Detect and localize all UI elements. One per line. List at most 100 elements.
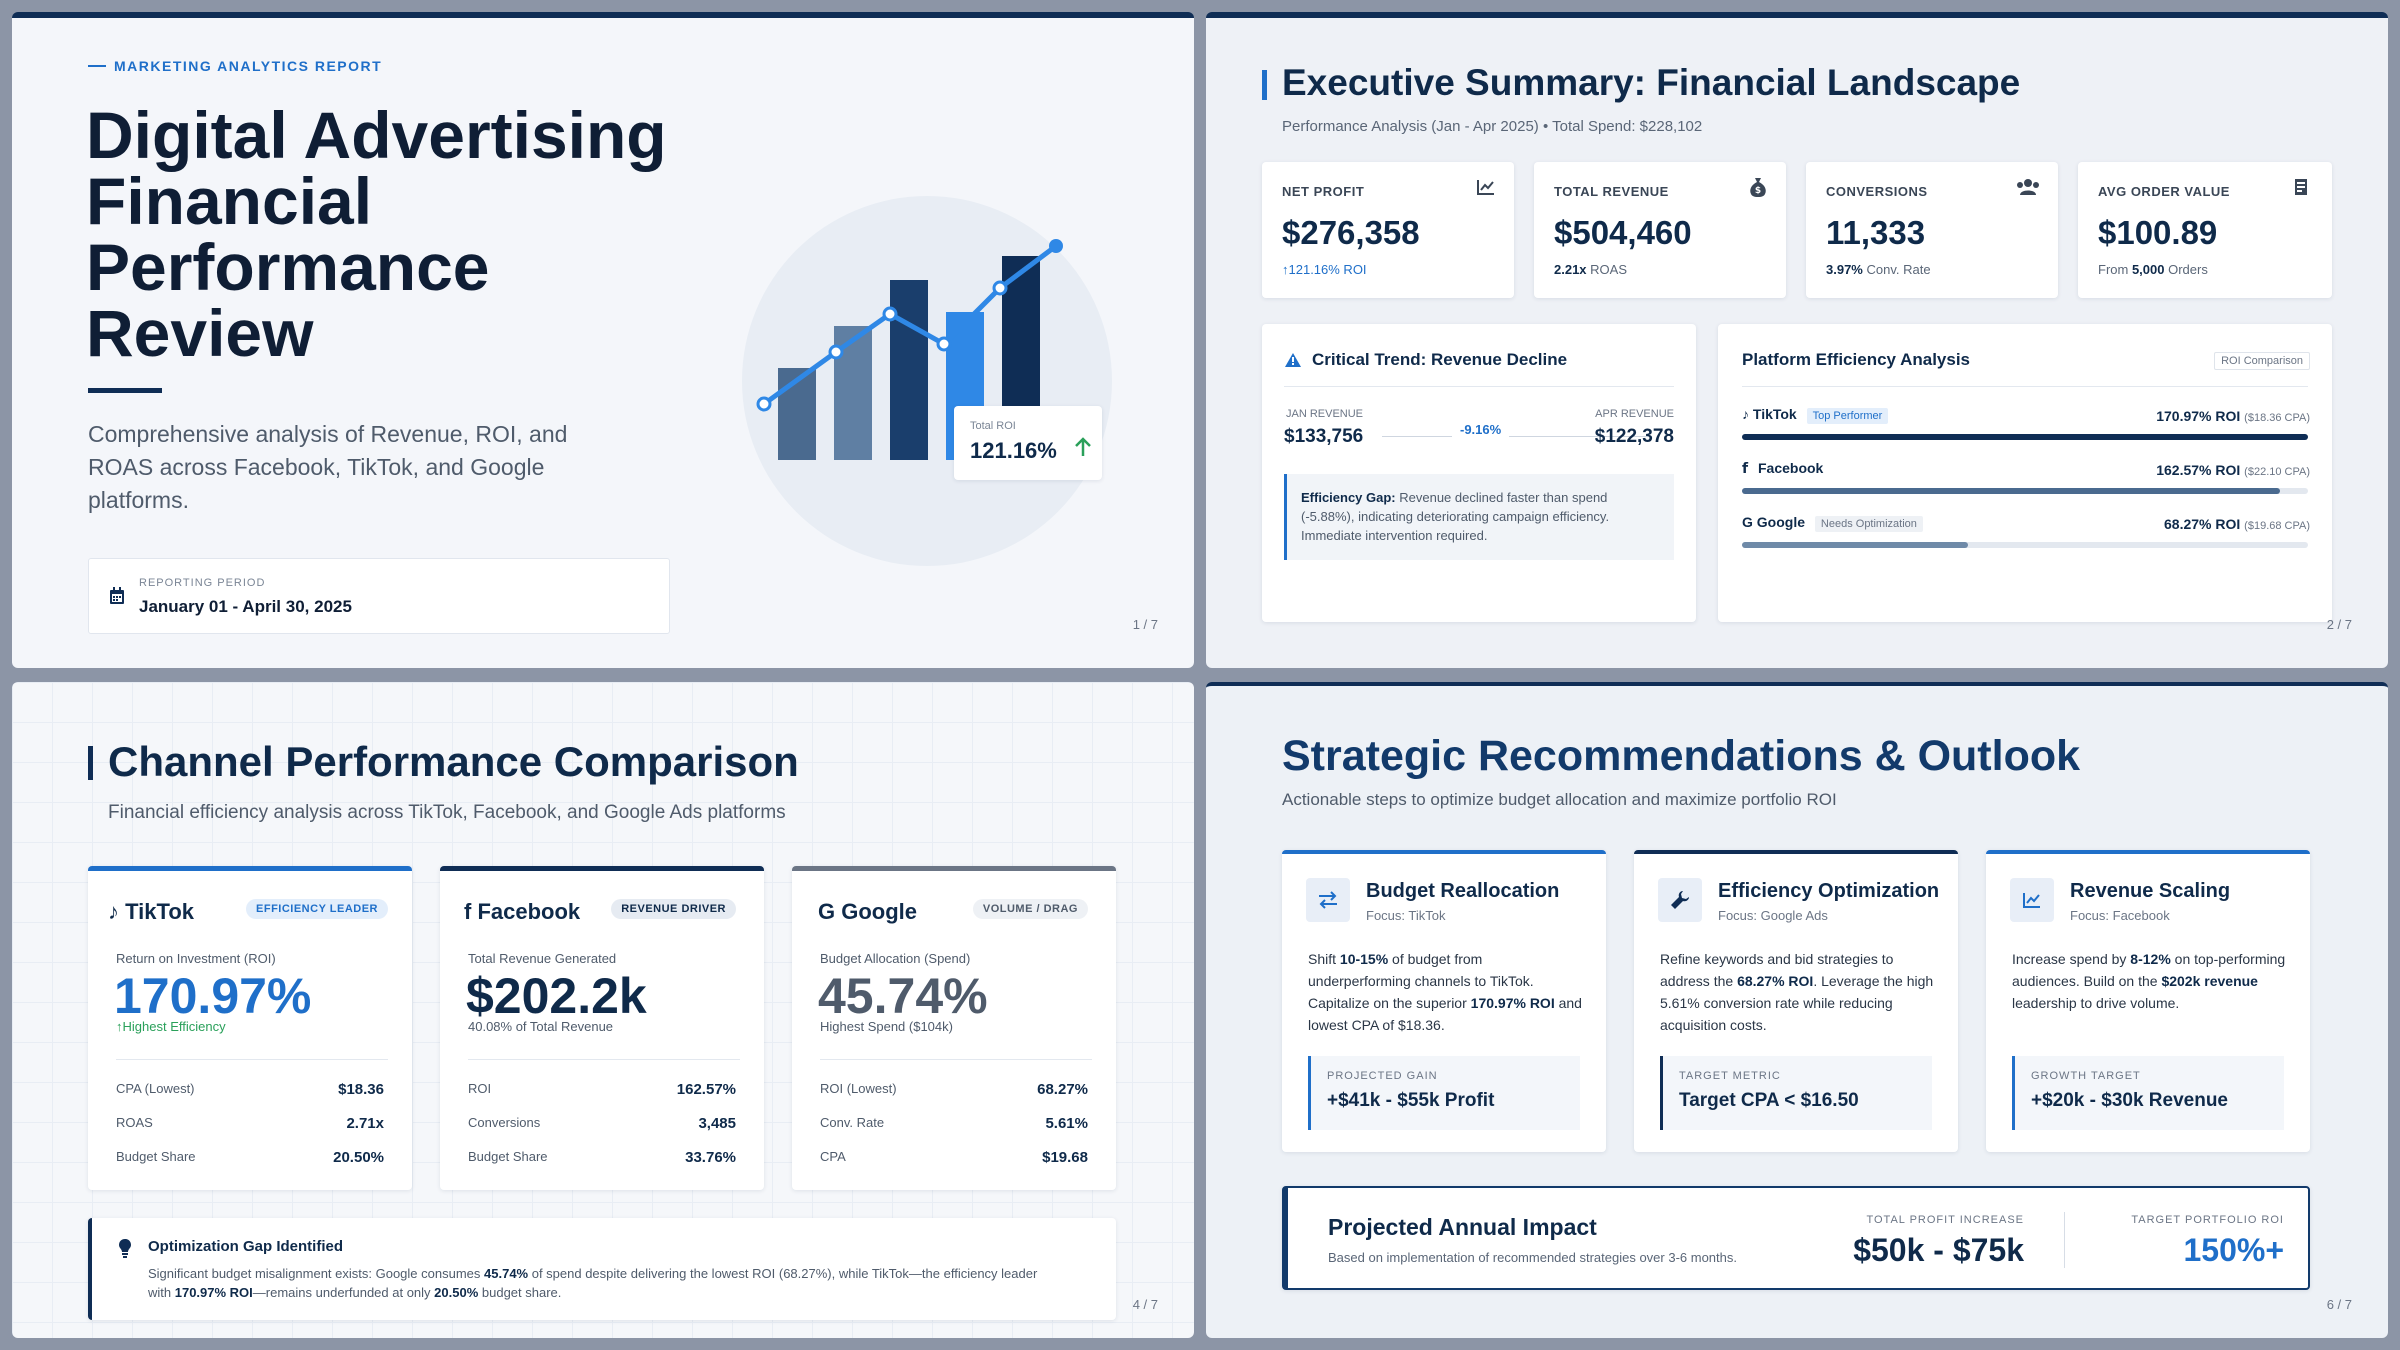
rec-text-strong: 8-12%: [2130, 951, 2171, 967]
stat-value: 20.50%: [333, 1149, 384, 1166]
kpi-sub-prefix: From: [2098, 262, 2132, 277]
metric-label: PROJECTED GAIN: [1327, 1070, 1438, 1082]
arrow-up-icon: ↑: [116, 1019, 123, 1034]
wrench-icon: [1658, 878, 1702, 922]
gap-text-part: Significant budget misalignment exists: …: [148, 1266, 485, 1281]
slide-subtitle: Actionable steps to optimize budget allo…: [1282, 790, 1837, 809]
profit-label: TOTAL PROFIT INCREASE: [1866, 1214, 2024, 1226]
trend-change: -9.16%: [1452, 422, 1510, 437]
platform-roi: 68.27% ROI ($19.68 CPA): [2164, 516, 2310, 532]
page-number: 6 / 7: [2326, 1297, 2352, 1312]
title-accent-bar: [1262, 70, 1267, 100]
target-roi-label: TARGET PORTFOLIO ROI: [2131, 1214, 2284, 1226]
kpi-card-net-profit: NET PROFIT $276,358 ↑121.16% ROI: [1262, 162, 1514, 298]
gap-text-part: with: [148, 1285, 175, 1300]
rec-title: Revenue Scaling: [2070, 880, 2231, 902]
roi-value: 162.57% ROI: [2156, 462, 2241, 478]
title-line: Financial: [86, 164, 373, 238]
kpi-card-conversions: CONVERSIONS 11,333 3.97% Conv. Rate: [1806, 162, 2058, 298]
metric-label: Budget Allocation (Spend): [820, 951, 971, 966]
kpi-label: NET PROFIT: [1282, 184, 1365, 199]
roi-value: 68.27% ROI: [2164, 516, 2241, 532]
title-line: Digital Advertising: [86, 98, 667, 172]
slide-title: Strategic Recommendations & Outlook: [1282, 732, 2081, 780]
revenue-driver-badge: REVENUE DRIVER: [611, 899, 736, 919]
report-description: Comprehensive analysis of Revenue, ROI, …: [88, 418, 648, 517]
channel-name: f Facebook: [464, 899, 580, 925]
kpi-value: $100.89: [2098, 214, 2218, 251]
roi-bar-fill: [1742, 488, 2280, 494]
gap-text-part: —remains underfunded at only: [252, 1285, 435, 1300]
channel-card-facebook: f Facebook REVENUE DRIVER Total Revenue …: [440, 866, 764, 1190]
kpi-sub: 3.97% Conv. Rate: [1826, 262, 1931, 277]
metric-label: GROWTH TARGET: [2031, 1070, 2141, 1082]
users-icon: [2017, 179, 2039, 195]
divider: [468, 1059, 740, 1060]
stat-label: CPA (Lowest): [116, 1081, 195, 1096]
kpi-value: $504,460: [1554, 214, 1692, 251]
gap-line: with 170.97% ROI—remains underfunded at …: [148, 1283, 1108, 1302]
swap-icon-svg: [1319, 891, 1337, 909]
kpi-card-avg-order-value: AVG ORDER VALUE $100.89 From 5,000 Order…: [2078, 162, 2332, 298]
rec-text: Increase spend by: [2012, 951, 2131, 967]
kpi-sub-value: 5,000: [2131, 262, 2165, 277]
total-roi-card: Total ROI 121.16%: [954, 406, 1102, 480]
metric-sub: Highest Spend ($104k): [820, 1019, 953, 1034]
growth-chart-illustration: [756, 239, 1063, 460]
rec-title: Efficiency Optimization: [1718, 880, 1940, 902]
profit-value: $50k - $75k: [1853, 1232, 2024, 1268]
channel-name-label: Google: [841, 899, 918, 924]
divider: [820, 1059, 1092, 1060]
kpi-label: TOTAL REVENUE: [1554, 184, 1669, 199]
metric-label: Return on Investment (ROI): [116, 951, 276, 966]
receipt-icon: [2295, 179, 2307, 195]
metric-value: $202.2k: [466, 968, 647, 1024]
page-number: 4 / 7: [1132, 1297, 1158, 1312]
stat-value: 5.61%: [1045, 1115, 1088, 1132]
google-icon: G: [1742, 514, 1753, 530]
stat-label: Budget Share: [468, 1149, 548, 1164]
kpi-sub-unit: Conv. Rate: [1862, 262, 1931, 277]
svg-text:$: $: [1755, 186, 1761, 196]
rec-text-strong: $202k revenue: [2161, 973, 2258, 989]
kpi-sub-unit: Orders: [2164, 262, 2208, 277]
rec-text: . Leverage the high 5.61% conversion rat…: [1660, 973, 1934, 1033]
stat-value: 3,485: [698, 1115, 736, 1132]
warning-icon: [1285, 353, 1301, 367]
tiktok-icon: ♪: [108, 899, 119, 924]
rec-text: of budget from underperforming channels …: [1308, 951, 1534, 1011]
rec-body: Shift 10-15% of budget from underperform…: [1308, 948, 1586, 1036]
gap-line: Significant budget misalignment exists: …: [148, 1264, 1108, 1283]
platform-name: TikTok: [1752, 406, 1797, 422]
platform-name: Google: [1756, 514, 1806, 530]
gap-text-part: budget share.: [478, 1285, 562, 1300]
roi-bar-track: [1742, 434, 2308, 440]
jan-value: $133,756: [1284, 426, 1364, 447]
efficiency-leader-badge: EFFICIENCY LEADER: [246, 899, 388, 919]
stat-value: 162.57%: [676, 1081, 736, 1098]
channel-name-label: TikTok: [125, 899, 194, 924]
roi-bar-fill: [1742, 434, 2308, 440]
metric-sub-text: Highest Efficiency: [122, 1019, 226, 1034]
rec-text-strong: 68.27% ROI: [1737, 973, 1814, 989]
gap-text-strong: 45.74%: [484, 1266, 529, 1281]
slide-recommendations: Strategic Recommendations & Outlook Acti…: [1206, 682, 2388, 1338]
growth-target-box: GROWTH TARGET +$20k - $30k Revenue: [2012, 1056, 2284, 1130]
kpi-sub-unit: ROAS: [1586, 262, 1628, 277]
divider: [2064, 1212, 2065, 1268]
rec-body: Refine keywords and bid strategies to ad…: [1660, 948, 1938, 1036]
roi-comparison-tag: ROI Comparison: [2214, 352, 2310, 370]
gap-text-part: of spend despite delivering the lowest R…: [528, 1266, 1038, 1281]
apr-label: APR REVENUE: [1595, 408, 1674, 420]
divider: [1742, 386, 2308, 387]
kpi-value: 11,333: [1826, 214, 1926, 251]
gap-text-strong: 170.97% ROI: [174, 1285, 253, 1300]
metric-sub: ↑Highest Efficiency: [116, 1019, 226, 1034]
kpi-sub: From 5,000 Orders: [2098, 262, 2208, 277]
total-roi-label: Total ROI: [970, 420, 1016, 432]
cpa-value: ($22.10 CPA): [2244, 466, 2310, 478]
roi-bar-track: [1742, 488, 2308, 494]
trend-title: Critical Trend: Revenue Decline: [1312, 350, 1568, 369]
arrow-up-icon: [1075, 437, 1091, 456]
swap-icon: [1306, 878, 1350, 922]
